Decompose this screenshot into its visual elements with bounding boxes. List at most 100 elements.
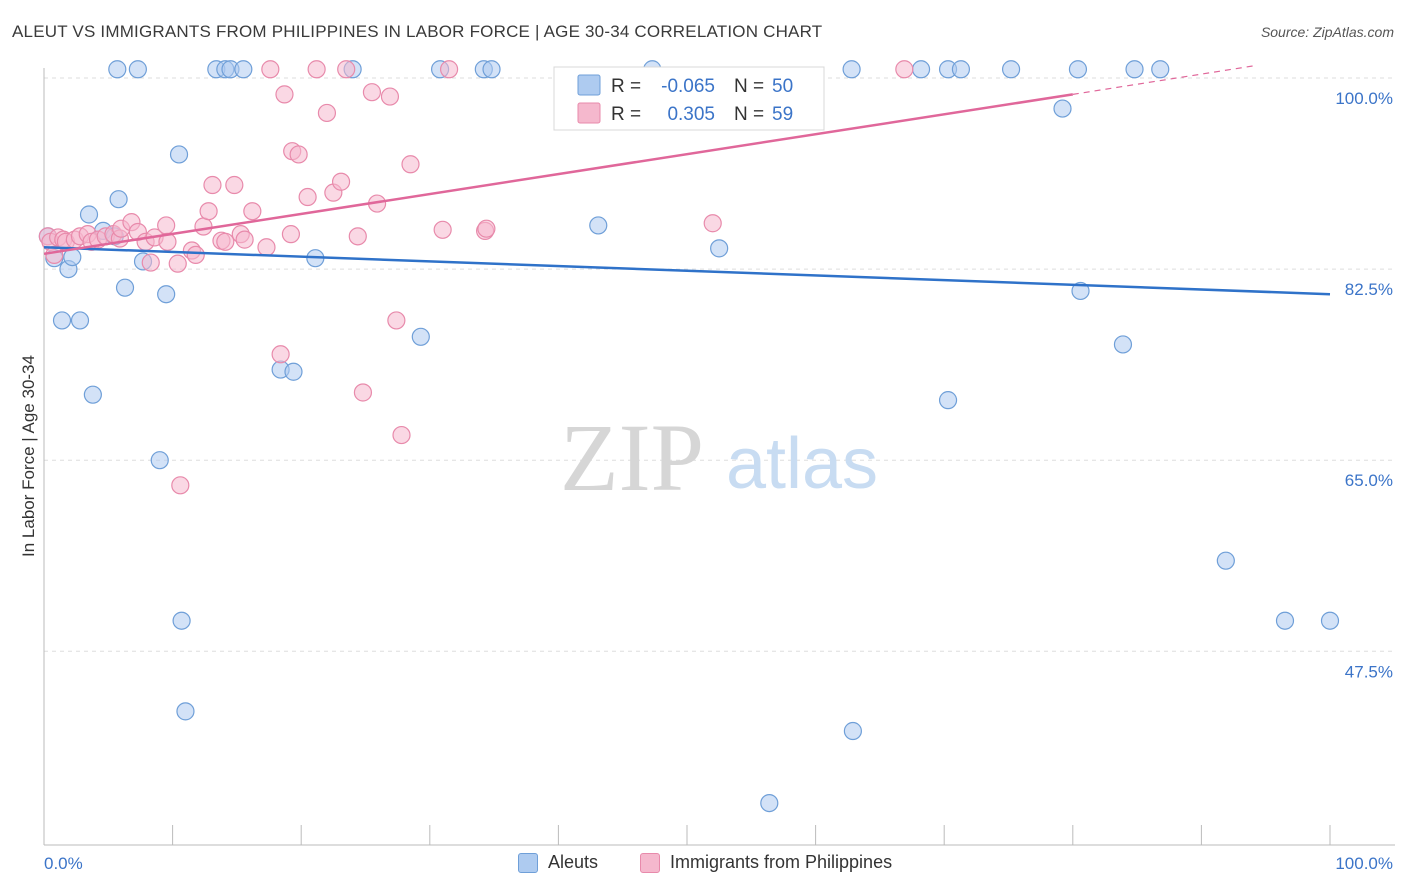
aleut-point xyxy=(411,327,430,346)
philippines-point xyxy=(401,155,420,174)
y-axis-label: In Labor Force | Age 30-34 xyxy=(19,355,38,557)
legend-swatch-philippines-bottom xyxy=(640,852,660,873)
aleut-point xyxy=(128,60,147,79)
philippines-point xyxy=(387,311,406,330)
philippines-point xyxy=(307,60,326,79)
aleut-point xyxy=(911,60,931,79)
legend-n-label-philippines: N = xyxy=(734,104,764,125)
philippines-point xyxy=(380,87,400,106)
aleut-point xyxy=(482,60,501,79)
aleut-point xyxy=(843,721,862,741)
philippines-point xyxy=(348,227,367,246)
aleut-point xyxy=(109,190,128,209)
aleut-point xyxy=(108,60,127,79)
legend-item-aleuts[interactable]: Aleuts xyxy=(518,852,598,873)
legend-bottom: Aleuts Immigrants from Philippines xyxy=(0,852,1406,878)
aleut-point xyxy=(1216,551,1235,570)
philippines-point xyxy=(271,345,290,364)
legend-label-philippines: Immigrants from Philippines xyxy=(670,852,893,872)
aleut-point xyxy=(760,793,779,813)
x-tick-label-min: 0.0% xyxy=(44,854,83,873)
trend-layer xyxy=(43,65,1331,296)
philippines-point xyxy=(261,60,280,79)
aleut-point xyxy=(79,205,99,224)
watermark-zip: ZIP xyxy=(560,404,704,511)
aleut-point xyxy=(176,702,195,721)
source-label: Source: ZipAtlas.com xyxy=(1260,24,1394,40)
legend-swatch-philippines xyxy=(577,102,601,124)
philippines-point xyxy=(157,216,176,235)
aleut-point xyxy=(842,60,861,79)
aleut-point xyxy=(284,362,303,381)
philippines-point xyxy=(225,175,244,195)
watermark: ZIP atlas xyxy=(560,404,878,511)
aleut-point xyxy=(172,611,191,630)
x-tick-label-max: 100.0% xyxy=(1335,854,1393,873)
philippines-point xyxy=(331,172,351,191)
philippines-point xyxy=(433,220,452,239)
aleut-point xyxy=(169,145,189,164)
legend-item-philippines[interactable]: Immigrants from Philippines xyxy=(640,852,892,873)
philippines-point xyxy=(199,202,218,221)
philippines-point xyxy=(392,425,411,445)
philippines-point xyxy=(158,232,177,251)
y-tick-label: 82.5% xyxy=(1345,280,1393,299)
philippines-point xyxy=(298,187,317,207)
aleut-point xyxy=(1053,99,1072,118)
aleut-point xyxy=(234,60,253,79)
philippines-point xyxy=(289,145,308,164)
aleut-point xyxy=(589,216,608,235)
aleut-point xyxy=(951,60,971,79)
aleut-point xyxy=(115,278,135,297)
philippines-point xyxy=(439,60,459,79)
aleut-point xyxy=(1068,60,1088,79)
philippines-point xyxy=(257,238,276,257)
chart-title: ALEUT VS IMMIGRANTS FROM PHILIPPINES IN … xyxy=(12,22,823,41)
legend-r-value-philippines: 0.305 xyxy=(667,104,715,125)
legend-swatch-aleuts-bottom xyxy=(518,852,538,873)
philippines-point xyxy=(895,60,914,79)
philippines-point xyxy=(477,219,496,238)
philippines-point xyxy=(337,60,356,79)
watermark-atlas: atlas xyxy=(726,424,878,504)
aleut-point xyxy=(70,311,90,330)
philippines-point xyxy=(235,230,254,249)
legend-top: R = -0.065 N = 50 R = 0.305 N = 59 xyxy=(553,66,825,131)
legend-label-aleuts: Aleuts xyxy=(548,852,599,872)
aleut-point xyxy=(1125,60,1144,79)
philippines-trendline-extension xyxy=(1072,65,1253,95)
aleut-point xyxy=(1001,60,1021,79)
aleut-point xyxy=(157,285,176,304)
legend-swatch-aleuts xyxy=(577,74,601,96)
legend-r-value-aleuts: -0.065 xyxy=(661,76,715,97)
y-tick-label: 65.0% xyxy=(1345,471,1393,490)
philippines-point xyxy=(353,383,373,402)
aleut-point xyxy=(1071,281,1090,301)
philippines-point xyxy=(194,217,213,236)
philippines-point xyxy=(317,103,337,123)
aleut-point xyxy=(1320,611,1340,630)
aleut-point xyxy=(150,451,169,470)
aleut-point xyxy=(1113,335,1133,354)
philippines-point xyxy=(141,253,160,272)
axes-layer: 47.5% 65.0% 82.5% 100.0% 0.0% 100.0% xyxy=(43,68,1395,873)
philippines-point xyxy=(203,175,222,195)
aleut-point xyxy=(710,239,729,258)
philippines-point xyxy=(186,245,205,265)
y-tick-label: 100.0% xyxy=(1335,89,1393,108)
grid-layer xyxy=(44,77,1395,652)
legend-n-value-aleuts: 50 xyxy=(772,76,793,97)
philippines-point xyxy=(362,83,382,102)
philippines-point xyxy=(168,254,187,273)
philippines-point xyxy=(216,232,235,251)
legend-n-label-aleuts: N = xyxy=(734,76,764,97)
aleut-trendline xyxy=(43,246,1331,296)
legend-n-value-philippines: 59 xyxy=(772,104,793,125)
philippines-point xyxy=(243,202,262,221)
philippines-point xyxy=(703,214,722,233)
philippines-point xyxy=(171,476,190,495)
aleut-point xyxy=(1275,611,1295,630)
y-tick-label: 47.5% xyxy=(1345,662,1393,681)
legend-r-label-philippines: R = xyxy=(611,104,641,125)
